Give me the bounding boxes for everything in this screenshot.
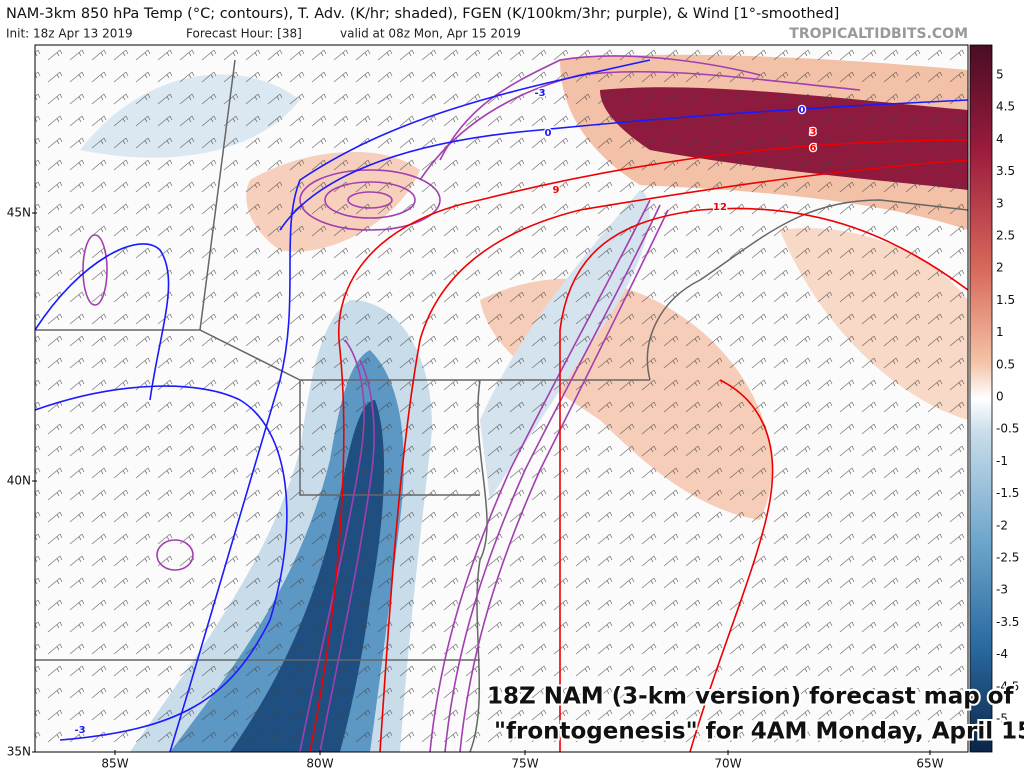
wind-barbs xyxy=(35,45,968,752)
colorbar-label: 5 xyxy=(996,68,1004,82)
longitude-label: 65W xyxy=(916,757,943,771)
map-frame xyxy=(34,44,969,753)
colorbar-label: 3.5 xyxy=(996,164,1015,178)
source: TROPICALTIDBITS.COM xyxy=(789,26,968,42)
contour-label: 9 xyxy=(553,185,560,196)
contour-label: 3 xyxy=(810,127,817,138)
longitude-label: 80W xyxy=(306,757,333,771)
colorbar-label: -5 xyxy=(996,712,1008,726)
colorbar-label: -4 xyxy=(996,647,1008,661)
latitude-label: 45N xyxy=(7,206,31,220)
forecast-hour: Forecast Hour: [38] xyxy=(186,27,302,41)
contour-label: 0 xyxy=(545,128,552,139)
init-time: Init: 18z Apr 13 2019 xyxy=(6,27,133,41)
contour-label: -3 xyxy=(534,88,545,99)
latitude-label: 40N xyxy=(7,474,31,488)
caption-line: 18Z NAM (3-km version) forecast map of xyxy=(487,684,1015,710)
title: NAM-3km 850 hPa Temp (°C; contours), T. … xyxy=(6,6,839,22)
colorbar-label: 4 xyxy=(996,132,1004,146)
latitude-label: 35N xyxy=(7,745,31,759)
temperature-contours xyxy=(35,59,968,752)
longitude-label: 75W xyxy=(511,757,538,771)
colorbar-label: 1 xyxy=(996,325,1004,339)
longitude-label: 70W xyxy=(714,757,741,771)
boundaries xyxy=(35,59,968,752)
valid-time: valid at 08z Mon, Apr 15 2019 xyxy=(340,27,521,41)
colorbar-label: 2 xyxy=(996,261,1004,275)
longitude-label: 85W xyxy=(101,757,128,771)
colorbar-label: 2.5 xyxy=(996,229,1015,243)
colorbar-label: -1 xyxy=(996,454,1008,468)
axis-labels: 45N 40N 35N 85W 80W 75W 70W 65W xyxy=(7,206,944,771)
contour-label: 6 xyxy=(810,143,817,154)
colorbar-label: 0.5 xyxy=(996,357,1015,371)
contour-label: 0 xyxy=(799,105,806,116)
colorbar xyxy=(969,44,993,753)
colorbar-label: 3 xyxy=(996,196,1004,210)
colorbar-label: 4.5 xyxy=(996,100,1015,114)
colorbar-label: -0.5 xyxy=(996,422,1019,436)
fgen-contours xyxy=(82,55,861,752)
colorbar-labels: 5 4.5 4 3.5 3 2.5 2 1.5 1 0.5 0 -0.5 -1 -1.5 -2 -2.5 -3 -… xyxy=(996,68,1019,726)
caption-line: "frontogenesis" for 4AM Monday, April 15 xyxy=(494,719,1024,745)
colorbar-label: -3 xyxy=(996,583,1008,597)
colorbar-label: -4.5 xyxy=(996,679,1019,693)
colorbar-label: -1.5 xyxy=(996,486,1019,500)
colorbar-label: -2.5 xyxy=(996,551,1019,565)
colorbar-label: -2 xyxy=(996,518,1008,532)
colorbar-label: 0 xyxy=(996,390,1004,404)
contour-label: 12 xyxy=(713,202,727,213)
contour-label: -3 xyxy=(74,725,85,736)
colorbar-label: 1.5 xyxy=(996,293,1015,307)
colorbar-label: -3.5 xyxy=(996,615,1019,629)
